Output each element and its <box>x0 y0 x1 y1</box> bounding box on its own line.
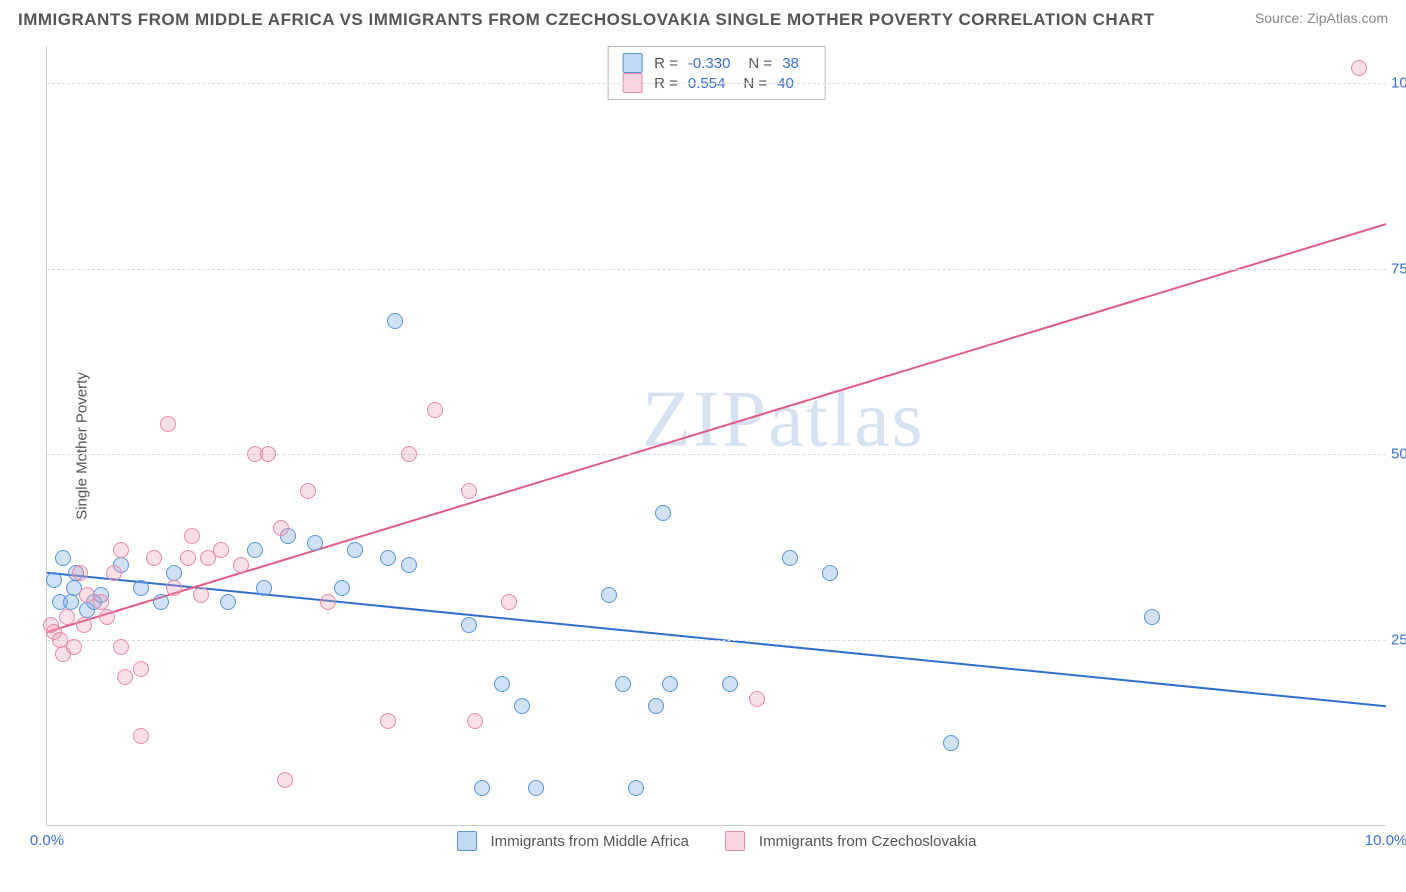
gridline <box>47 269 1386 270</box>
data-point <box>334 580 350 596</box>
data-point <box>160 416 176 432</box>
legend-item-blue: Immigrants from Middle Africa <box>457 831 689 851</box>
gridline <box>47 83 1386 84</box>
data-point <box>113 639 129 655</box>
data-point <box>46 572 62 588</box>
data-point <box>528 780 544 796</box>
data-point <box>117 669 133 685</box>
source-link[interactable]: ZipAtlas.com <box>1307 10 1388 26</box>
source-label: Source: <box>1255 10 1303 26</box>
data-point <box>749 691 765 707</box>
data-point <box>461 483 477 499</box>
data-point <box>628 780 644 796</box>
data-point <box>300 483 316 499</box>
data-point <box>461 617 477 633</box>
source-credit: Source: ZipAtlas.com <box>1255 10 1388 26</box>
data-point <box>467 713 483 729</box>
data-point <box>782 550 798 566</box>
x-tick-label: 10.0% <box>1365 832 1406 849</box>
data-point <box>93 594 109 610</box>
n-value-blue: 38 <box>782 55 799 72</box>
stats-legend: R = -0.330 N = 38 R = 0.554 N = 40 <box>607 46 826 100</box>
trend-lines <box>47 46 1386 825</box>
data-point <box>146 550 162 566</box>
r-label: R = <box>654 55 678 72</box>
data-point <box>347 542 363 558</box>
n-label: N = <box>748 55 772 72</box>
data-point <box>822 565 838 581</box>
data-point <box>106 565 122 581</box>
legend-label-pink: Immigrants from Czechoslovakia <box>759 833 977 850</box>
swatch-blue-icon <box>457 831 477 851</box>
chart-plot-area: ZIPatlas R = -0.330 N = 38 R = 0.554 N =… <box>46 46 1386 826</box>
data-point <box>76 617 92 633</box>
data-point <box>380 550 396 566</box>
data-point <box>1351 60 1367 76</box>
data-point <box>943 735 959 751</box>
y-tick-label: 25.0% <box>1391 631 1406 648</box>
data-point <box>501 594 517 610</box>
x-tick-label: 0.0% <box>30 832 64 849</box>
chart-title: IMMIGRANTS FROM MIDDLE AFRICA VS IMMIGRA… <box>18 10 1155 30</box>
stats-row-blue: R = -0.330 N = 38 <box>622 53 811 73</box>
y-tick-label: 75.0% <box>1391 260 1406 277</box>
data-point <box>260 446 276 462</box>
gridline <box>47 640 1386 641</box>
data-point <box>133 580 149 596</box>
data-point <box>220 594 236 610</box>
data-point <box>55 550 71 566</box>
data-point <box>722 676 738 692</box>
data-point <box>166 580 182 596</box>
y-tick-label: 100.0% <box>1391 75 1406 92</box>
header: IMMIGRANTS FROM MIDDLE AFRICA VS IMMIGRA… <box>0 0 1406 34</box>
data-point <box>63 594 79 610</box>
data-point <box>256 580 272 596</box>
data-point <box>401 557 417 573</box>
data-point <box>213 542 229 558</box>
data-point <box>615 676 631 692</box>
r-value-blue: -0.330 <box>688 55 731 72</box>
data-point <box>66 639 82 655</box>
watermark: ZIPatlas <box>642 374 925 465</box>
data-point <box>601 587 617 603</box>
data-point <box>277 772 293 788</box>
data-point <box>307 535 323 551</box>
data-point <box>133 661 149 677</box>
swatch-blue-icon <box>622 53 642 73</box>
data-point <box>193 587 209 603</box>
data-point <box>59 609 75 625</box>
data-point <box>494 676 510 692</box>
data-point <box>247 542 263 558</box>
data-point <box>133 728 149 744</box>
legend-item-pink: Immigrants from Czechoslovakia <box>725 831 977 851</box>
data-point <box>514 698 530 714</box>
data-point <box>153 594 169 610</box>
swatch-pink-icon <box>725 831 745 851</box>
data-point <box>184 528 200 544</box>
data-point <box>99 609 115 625</box>
data-point <box>180 550 196 566</box>
data-point <box>72 565 88 581</box>
data-point <box>474 780 490 796</box>
data-point <box>427 402 443 418</box>
y-tick-label: 50.0% <box>1391 446 1406 463</box>
data-point <box>320 594 336 610</box>
data-point <box>233 557 249 573</box>
data-point <box>387 313 403 329</box>
data-point <box>648 698 664 714</box>
data-point <box>113 542 129 558</box>
data-point <box>380 713 396 729</box>
data-point <box>662 676 678 692</box>
data-point <box>166 565 182 581</box>
data-point <box>655 505 671 521</box>
series-legend: Immigrants from Middle Africa Immigrants… <box>457 831 977 851</box>
legend-label-blue: Immigrants from Middle Africa <box>491 833 689 850</box>
data-point <box>401 446 417 462</box>
data-point <box>1144 609 1160 625</box>
data-point <box>273 520 289 536</box>
